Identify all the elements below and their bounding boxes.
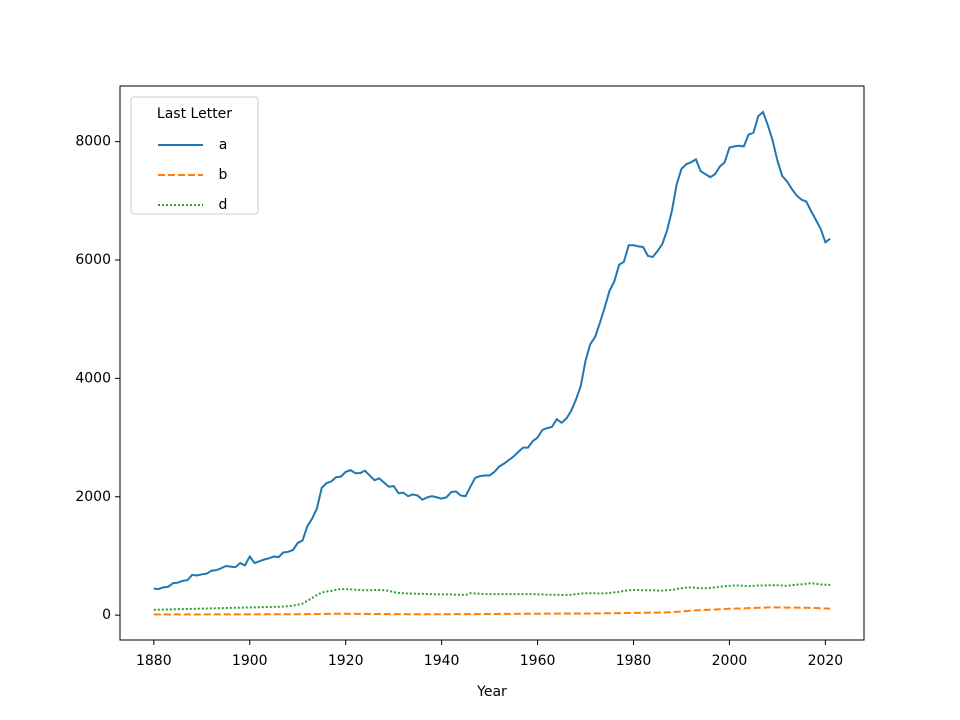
- legend-label: b: [219, 167, 228, 183]
- y-tick-label: 8000: [75, 134, 111, 150]
- y-tick-label: 2000: [75, 489, 111, 505]
- legend-box: [130, 96, 259, 215]
- y-tick-label: 4000: [75, 370, 111, 386]
- legend-title: Last Letter: [157, 106, 232, 122]
- plot-frame: [119, 85, 865, 641]
- x-tick-label: 1880: [136, 653, 172, 669]
- x-tick-label: 1920: [328, 653, 364, 669]
- line-series: [153, 110, 831, 591]
- y-tick-label: 6000: [75, 252, 111, 268]
- x-tick-label: 1940: [424, 653, 460, 669]
- legend-label: d: [219, 197, 228, 213]
- x-tick-label: 2020: [808, 653, 844, 669]
- x-tick-label: 1980: [616, 653, 652, 669]
- line-series: [153, 582, 831, 611]
- x-tick-label: 1900: [232, 653, 268, 669]
- y-tick-label: 0: [102, 607, 111, 623]
- line-series: [153, 606, 831, 616]
- x-tick-label: 1960: [520, 653, 556, 669]
- x-tick-label: 2000: [712, 653, 748, 669]
- legend-label: a: [219, 137, 228, 153]
- x-axis-label: Year: [476, 684, 507, 700]
